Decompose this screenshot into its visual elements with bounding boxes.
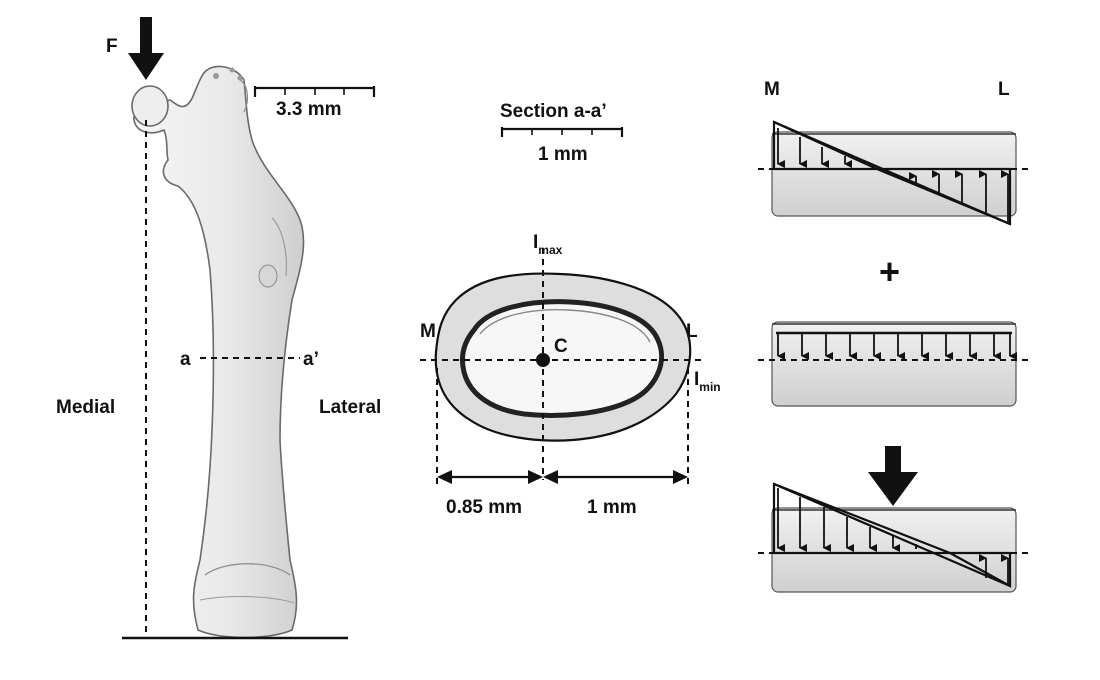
- bending-stress-diagram: [758, 120, 1030, 226]
- stress-medial-label: M: [764, 79, 780, 100]
- femur-scale-bar: [253, 86, 376, 97]
- femur-scale-label: 3.3 mm: [276, 99, 341, 120]
- dimension-medial-label: 0.85 mm: [446, 497, 522, 518]
- force-arrow-icon: [128, 17, 164, 80]
- centroid-label: C: [554, 336, 568, 357]
- cross-section-panel: Section a-a’ 1 mm Imax Imin M L C: [420, 101, 721, 518]
- plus-icon: +: [879, 251, 900, 292]
- section-lateral-label: L: [686, 321, 698, 342]
- stress-lateral-label: L: [998, 79, 1010, 100]
- section-label-a: a: [180, 349, 191, 370]
- section-title: Section a-a’: [500, 101, 607, 122]
- imax-label: Imax: [533, 232, 563, 257]
- section-scale-label: 1 mm: [538, 144, 588, 165]
- axial-stress-diagram: [758, 321, 1030, 407]
- medullary-cavity: [459, 299, 665, 418]
- section-label-a-prime: a’: [303, 349, 319, 370]
- femur-panel: F 3.3 mm a a: [56, 17, 381, 640]
- dimension-lines: [436, 368, 689, 484]
- lateral-label: Lateral: [319, 397, 381, 418]
- dimension-lateral-label: 1 mm: [587, 497, 637, 518]
- femur-bone: [131, 65, 305, 639]
- section-scale-bar: [500, 127, 624, 137]
- force-label: F: [106, 36, 118, 57]
- combined-stress-diagram: [758, 482, 1030, 593]
- imin-label: Imin: [694, 369, 721, 394]
- centroid-marker: [536, 353, 550, 367]
- medial-label: Medial: [56, 397, 115, 418]
- load-arrow-icon: [868, 446, 918, 506]
- section-medial-label: M: [420, 321, 436, 342]
- stress-panel: M L +: [758, 79, 1030, 593]
